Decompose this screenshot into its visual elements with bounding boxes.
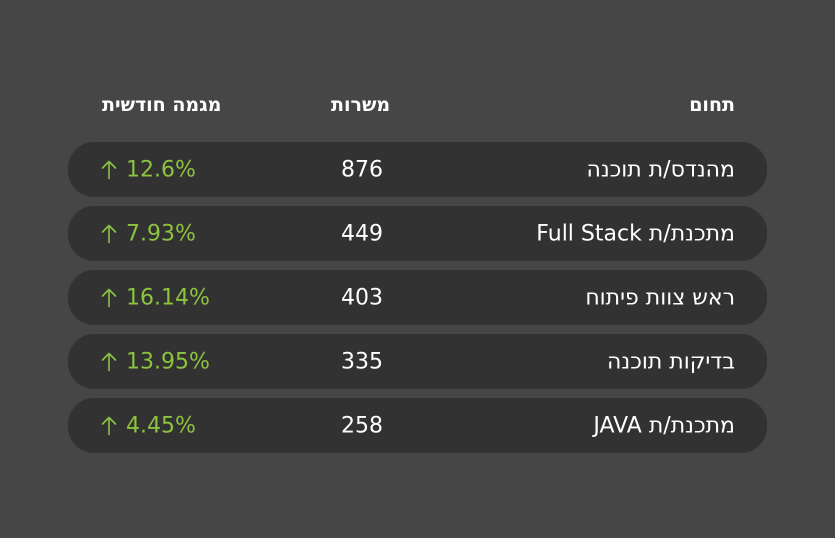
trend-value: 4.45% xyxy=(126,413,196,438)
jobs-cell: 876 xyxy=(341,157,383,182)
trend-cell: 4.45% xyxy=(101,413,196,438)
header-jobs: משרות xyxy=(331,94,391,116)
table-row[interactable]: מתכנת/ת JAVA 258 4.45% xyxy=(68,398,767,453)
trend-cell: 13.95% xyxy=(101,349,210,374)
jobs-cell: 258 xyxy=(341,413,383,438)
header-trend: מגמה חודשית xyxy=(102,94,222,116)
trend-cell: 7.93% xyxy=(101,221,196,246)
table-row[interactable]: מתכנת/ת Full Stack 449 7.93% xyxy=(68,206,767,261)
arrow-up-icon xyxy=(101,416,117,436)
table-header: תחום משרות מגמה חודשית xyxy=(68,92,767,126)
trend-cell: 16.14% xyxy=(101,285,210,310)
field-cell: בדיקות תוכנה xyxy=(607,349,735,374)
trend-value: 7.93% xyxy=(126,221,196,246)
arrow-up-icon xyxy=(101,160,117,180)
trend-value: 16.14% xyxy=(126,285,210,310)
arrow-up-icon xyxy=(101,288,117,308)
table-body: מהנדס/ת תוכנה 876 12.6% מתכנת/ת Full Sta… xyxy=(68,142,767,453)
jobs-cell: 403 xyxy=(341,285,383,310)
jobs-cell: 449 xyxy=(341,221,383,246)
arrow-up-icon xyxy=(101,352,117,372)
field-cell: מהנדס/ת תוכנה xyxy=(586,157,735,182)
arrow-up-icon xyxy=(101,224,117,244)
table-row[interactable]: בדיקות תוכנה 335 13.95% xyxy=(68,334,767,389)
trend-value: 13.95% xyxy=(126,349,210,374)
table-row[interactable]: מהנדס/ת תוכנה 876 12.6% xyxy=(68,142,767,197)
field-cell: ראש צוות פיתוח xyxy=(585,285,735,310)
table-row[interactable]: ראש צוות פיתוח 403 16.14% xyxy=(68,270,767,325)
jobs-table: תחום משרות מגמה חודשית מהנדס/ת תוכנה 876… xyxy=(68,92,767,462)
field-cell: מתכנת/ת Full Stack xyxy=(536,221,735,246)
field-cell: מתכנת/ת JAVA xyxy=(593,413,735,438)
trend-cell: 12.6% xyxy=(101,157,196,182)
jobs-cell: 335 xyxy=(341,349,383,374)
header-field: תחום xyxy=(689,94,735,116)
trend-value: 12.6% xyxy=(126,157,196,182)
